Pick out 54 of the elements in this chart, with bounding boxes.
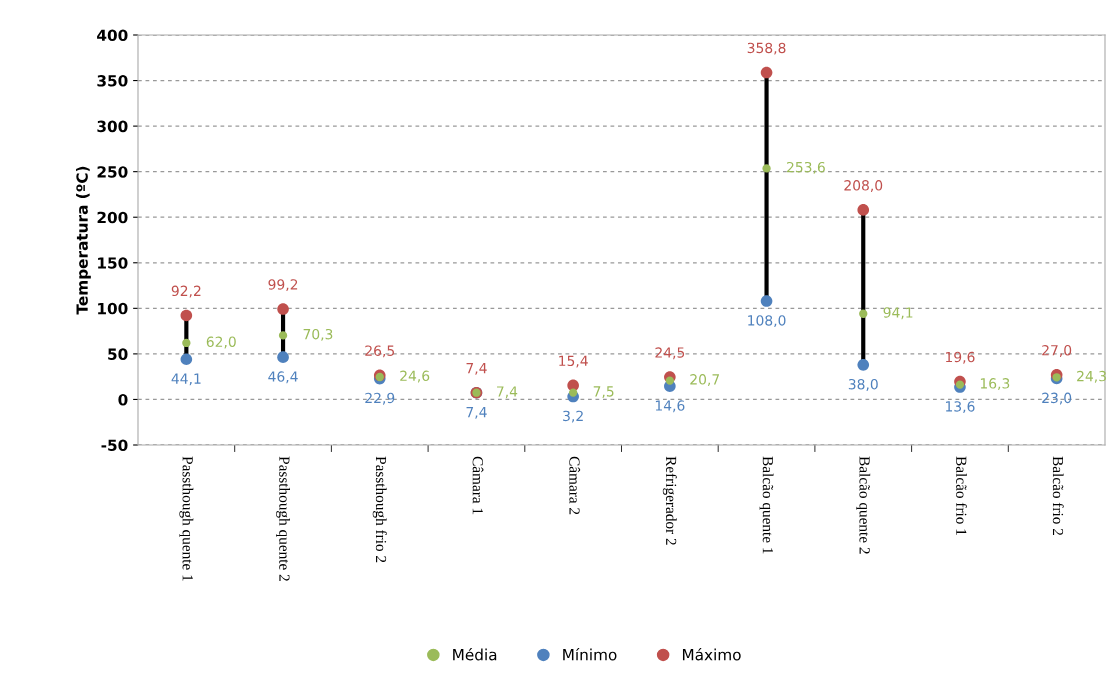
data-label: 19,6 [946, 351, 975, 364]
x-tick-label: Câmara 1 [472, 456, 484, 515]
x-tick-label: Passthough frio 2 [372, 456, 387, 563]
data-label: 27,0 [1042, 344, 1072, 357]
y-tick-label: 100 [98, 302, 128, 315]
y-tick-label: 0 [118, 393, 128, 406]
y-tick-label: 350 [97, 75, 128, 87]
data-label: 15,4 [559, 355, 588, 368]
data-label: 92,2 [171, 285, 201, 298]
data-label: 23,0 [1042, 392, 1072, 405]
data-label: 13,6 [946, 401, 975, 414]
data-label: 24,5 [655, 347, 685, 360]
data-label: 99,2 [268, 279, 298, 292]
y-tick-label: 50 [108, 348, 128, 360]
y-tick-label: 150 [98, 257, 128, 269]
data-label: 24,3 [1077, 370, 1106, 383]
y-tick-label: 250 [97, 166, 128, 178]
data-label: 24,6 [400, 370, 430, 383]
data-label: 7,4 [497, 386, 518, 399]
data-label: 253,6 [787, 161, 825, 174]
data-label: 14,6 [655, 400, 685, 413]
data-label: 62,0 [206, 336, 236, 349]
x-tick-label: Balcão frio 2 [1052, 456, 1064, 536]
data-label: 108,0 [748, 315, 786, 328]
data-label: 70,3 [303, 328, 333, 341]
data-label: 7,4 [466, 363, 487, 375]
x-tick-label: Câmara 2 [569, 456, 581, 515]
y-tick-label: -50 [101, 439, 128, 452]
data-label: 26,5 [365, 345, 394, 358]
data-label: 358,8 [747, 42, 786, 55]
data-label: 22,9 [365, 392, 395, 405]
y-tick-label: 300 [97, 120, 128, 133]
y-tick-label: 200 [97, 211, 128, 224]
x-tick-label: Balcão quente 1 [759, 456, 774, 554]
x-tick-label: Passthough quente 1 [179, 456, 194, 581]
data-label: 44,1 [171, 373, 201, 386]
x-tick-label: Balcão frio 1 [956, 456, 968, 535]
legend-label: Média [453, 648, 497, 661]
data-label: 7,4 [466, 407, 487, 419]
data-label: 20,7 [690, 374, 720, 387]
y-axis-title: Temperatura (ºC) [76, 166, 91, 315]
data-label: 46,4 [268, 371, 298, 384]
x-tick-label: Passthough quente 2 [276, 456, 290, 581]
data-label: 38,0 [848, 378, 878, 391]
data-label: 94,1 [883, 307, 913, 320]
x-tick-label: Refrigerador 2 [662, 456, 677, 545]
x-tick-label: Balcão quente 2 [856, 456, 871, 554]
data-label: 3,2 [563, 410, 583, 423]
data-label: 16,3 [980, 378, 1010, 391]
legend-label: Mínimo [563, 648, 617, 661]
data-label: 7,5 [593, 386, 614, 399]
data-label: 208,0 [844, 180, 883, 192]
y-tick-label: 400 [97, 29, 128, 42]
legend-label: Máximo [682, 648, 741, 661]
